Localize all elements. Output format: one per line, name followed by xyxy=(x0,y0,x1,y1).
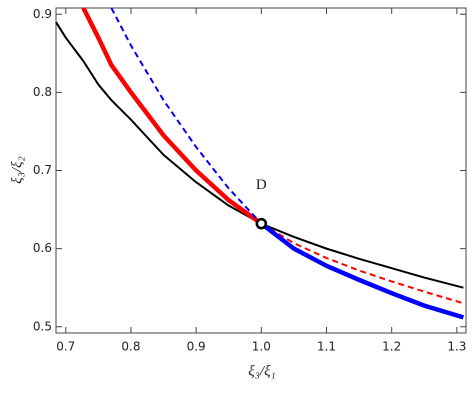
plot-frame xyxy=(55,7,467,334)
x-tick-label: 1.1 xyxy=(317,340,336,354)
y-tick-label: 0.9 xyxy=(33,7,52,21)
y-tick-label: 0.7 xyxy=(33,163,52,177)
curve xyxy=(259,221,465,320)
curve xyxy=(110,7,263,225)
y-tick-label: 0.8 xyxy=(33,85,52,99)
y-tick-label: 0.5 xyxy=(33,319,52,333)
y-tick-label: 0.6 xyxy=(33,241,52,255)
curve xyxy=(81,6,263,226)
point xyxy=(255,217,268,230)
x-tick-label: 1.3 xyxy=(447,340,466,354)
y-axis-label: ξ₃/ξ₂ xyxy=(9,156,25,183)
x-tick-label: 1.2 xyxy=(382,340,401,354)
point-label: D xyxy=(256,177,267,193)
x-tick-label: 0.8 xyxy=(121,340,140,354)
x-tick-label: 0.9 xyxy=(187,340,206,354)
x-axis-label: ξ₃/ξ₁ xyxy=(248,363,275,379)
curve xyxy=(55,21,464,289)
x-tick-label: 1.0 xyxy=(252,340,271,354)
x-tick-label: 0.7 xyxy=(56,340,75,354)
